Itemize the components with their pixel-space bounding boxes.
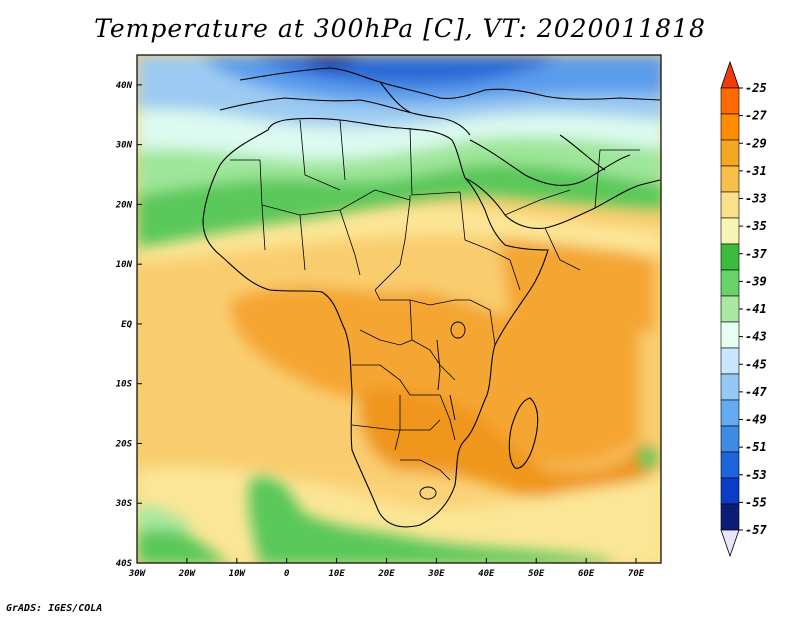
colorbar-swatch [720, 373, 740, 401]
lon-tick-label: 30E [427, 569, 445, 579]
colorbar-label: -31 [745, 164, 767, 178]
colorbar-swatch [720, 269, 740, 297]
latitude-axis: 40N 30N 20N 10N EQ 10S 20S 30S 40S [115, 81, 142, 569]
colorbar: -25 -27 -29 -31 -33 -35 -37 -39 -41 -43 -45 -47 -49 -… [720, 60, 767, 558]
lon-tick-label: 50E [528, 569, 545, 579]
colorbar-swatch [720, 139, 740, 167]
country-borders [230, 119, 640, 481]
colorbar-label: -35 [745, 219, 767, 233]
colorbar-label: -47 [745, 385, 767, 399]
colorbar-label: -29 [745, 136, 767, 150]
lon-tick-label: 10W [229, 569, 247, 579]
map-title: Temperature at 300hPa [C], VT: 202001181… [94, 14, 706, 43]
lon-tick-label: 20E [377, 569, 395, 579]
lakes [419, 321, 466, 500]
lat-tick-label: EQ [121, 320, 132, 330]
colorbar-swatch [720, 347, 740, 375]
lon-tick-label: 30W [128, 569, 147, 579]
lat-tick-label: 20N [115, 200, 133, 210]
colorbar-label: -43 [745, 330, 767, 344]
colorbar-label: -33 [745, 192, 767, 206]
lon-tick-label: 70E [628, 569, 645, 579]
colorbar-label: -27 [745, 109, 767, 123]
lat-tick-label: 30N [115, 141, 133, 151]
lon-tick-label: 20W [178, 569, 197, 579]
colorbar-label: -53 [745, 468, 767, 482]
colorbar-label: -37 [745, 247, 767, 261]
colorbar-label: -51 [745, 440, 767, 454]
colorbar-label: -57 [745, 523, 767, 537]
lat-tick-label: 10S [116, 380, 133, 390]
colorbar-swatch [720, 243, 740, 271]
colorbar-swatch [720, 191, 740, 219]
colorbar-swatch [720, 477, 740, 505]
map-frame [136, 54, 662, 564]
lat-tick-label: 30S [115, 499, 133, 509]
temperature-field [137, 55, 661, 563]
colorbar-swatch [720, 295, 740, 323]
colorbar-label: -41 [745, 302, 767, 316]
colorbar-swatch [720, 113, 740, 141]
colorbar-label: -45 [745, 357, 767, 371]
lat-tick-label: 10N [116, 260, 133, 270]
colorbar-swatch [720, 451, 740, 479]
colorbar-label: -49 [745, 413, 767, 427]
colorbar-swatch [720, 321, 740, 349]
colorbar-label: -39 [745, 274, 767, 288]
coastlines [202, 67, 661, 528]
colorbar-swatch [720, 165, 740, 193]
lat-tick-label: 20S [115, 439, 133, 449]
lon-tick-label: 60E [578, 569, 595, 579]
grads-credit: GrADS: IGES/COLA [6, 603, 103, 614]
lat-tick-label: 40S [116, 559, 133, 569]
lon-tick-label: 10E [328, 569, 345, 579]
colorbar-swatch [720, 425, 740, 453]
colorbar-label: -55 [745, 495, 767, 509]
longitude-axis: 30W 20W 10W 0 10E 20E 30E 40E 50E 60E 70E [128, 558, 645, 579]
colorbar-swatch [720, 87, 740, 115]
lon-tick-label: 40E [478, 569, 495, 579]
lon-tick-label: 0 [284, 569, 290, 579]
colorbar-swatch [720, 217, 740, 245]
colorbar-top-arrow [720, 60, 740, 89]
colorbar-swatch [720, 399, 740, 427]
colorbar-label: -25 [745, 81, 767, 95]
colorbar-swatch [720, 503, 740, 531]
lat-tick-label: 40N [116, 81, 133, 91]
colorbar-bottom-arrow [720, 529, 740, 558]
